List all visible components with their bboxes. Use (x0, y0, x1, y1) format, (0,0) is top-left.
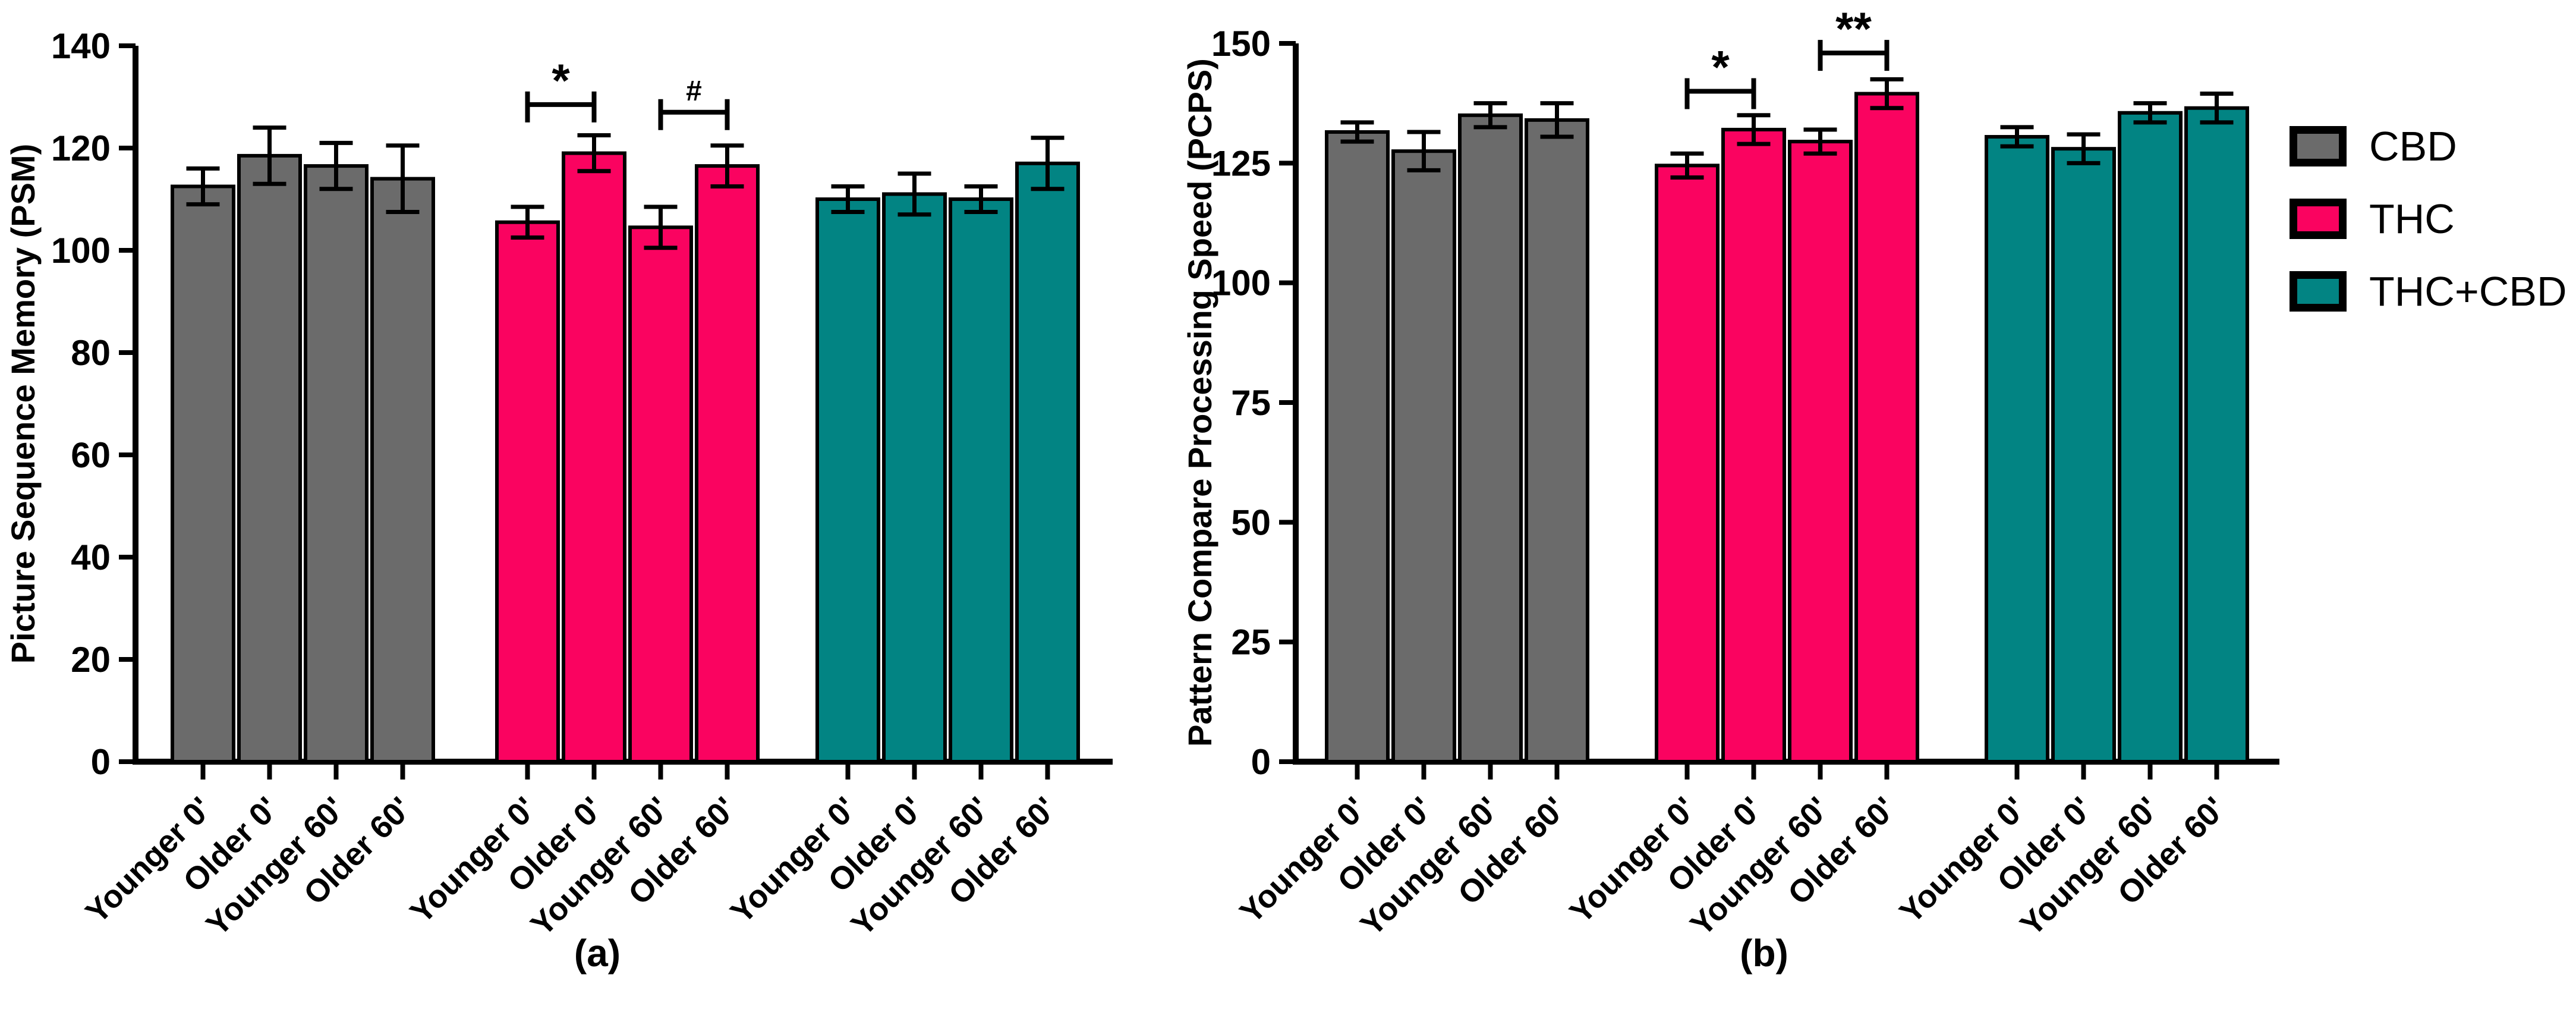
legend-label-thc: THC (2369, 196, 2455, 242)
bar-thc-3 (1854, 92, 1919, 763)
y-tick-label: 150 (1211, 24, 1271, 64)
y-tick-label: 100 (1211, 263, 1271, 303)
y-tick-label: 100 (51, 231, 111, 271)
caption-b: (b) (1740, 932, 1788, 975)
bar-cbd-3 (370, 177, 435, 764)
y-tick-label: 25 (1231, 623, 1271, 662)
bar-thc-0 (495, 220, 560, 763)
legend-swatch-cbd (2290, 126, 2347, 166)
significance-symbol: * (552, 54, 570, 106)
bar-thc-1 (1721, 127, 1786, 764)
bar-thc-0 (1655, 164, 1720, 763)
bar-thc+cbd-3 (1015, 161, 1080, 763)
y-tick-label: 140 (51, 26, 111, 66)
y-axis-label: Picture Sequence Memory (PSM) (4, 144, 42, 664)
bar-thc+cbd-1 (882, 192, 947, 763)
bar-cbd-2 (1458, 113, 1523, 763)
legend: CBD THC THC+CBD (2290, 123, 2567, 344)
legend-swatch-thc (2290, 199, 2347, 239)
bar-cbd-1 (237, 153, 302, 763)
bar-thc-2 (1788, 140, 1853, 763)
legend-item-thc-cbd: THC+CBD (2290, 271, 2567, 312)
legend-item-thc: THC (2290, 196, 2567, 242)
y-tick-label: 60 (71, 435, 111, 475)
bar-thc+cbd-0 (815, 197, 880, 763)
legend-label-thc-cbd: THC+CBD (2369, 268, 2567, 315)
significance-symbol: ** (1835, 2, 1872, 55)
y-tick-label: 75 (1231, 383, 1271, 423)
bar-thc-3 (695, 164, 760, 764)
bar-thc+cbd-0 (1985, 135, 2049, 763)
bar-thc+cbd-1 (2051, 147, 2116, 763)
y-tick-label: 125 (1211, 143, 1271, 183)
bar-thc+cbd-2 (2118, 111, 2183, 764)
bar-cbd-0 (1325, 130, 1390, 763)
bar-cbd-1 (1391, 149, 1456, 764)
bar-thc+cbd-3 (2184, 106, 2249, 764)
bar-cbd-3 (1525, 118, 1589, 763)
legend-item-cbd: CBD (2290, 123, 2567, 169)
y-tick-label: 40 (71, 538, 111, 577)
y-tick-label: 50 (1231, 502, 1271, 542)
significance-symbol: # (686, 76, 702, 107)
y-tick-label: 120 (51, 128, 111, 168)
y-axis-label: Pattern Compare Processing Speed (PCPS) (1181, 58, 1218, 747)
bar-cbd-2 (304, 164, 369, 764)
significance-symbol: * (1711, 41, 1730, 93)
y-tick-label: 0 (1251, 742, 1271, 782)
bar-thc-1 (562, 151, 626, 764)
y-tick-label: 0 (91, 742, 111, 782)
legend-label-cbd: CBD (2369, 123, 2457, 169)
bar-cbd-0 (171, 184, 235, 763)
bar-thc-2 (628, 225, 693, 763)
chart-a-psm: 0 20 40 60 80 100 120 140 Picture Sequence Memor… (4, 26, 1113, 943)
y-tick-label: 20 (71, 640, 111, 680)
y-tick-label: 80 (71, 333, 111, 373)
legend-swatch-thc-cbd (2290, 271, 2347, 312)
caption-a: (a) (574, 932, 621, 975)
bar-thc+cbd-2 (949, 197, 1013, 763)
